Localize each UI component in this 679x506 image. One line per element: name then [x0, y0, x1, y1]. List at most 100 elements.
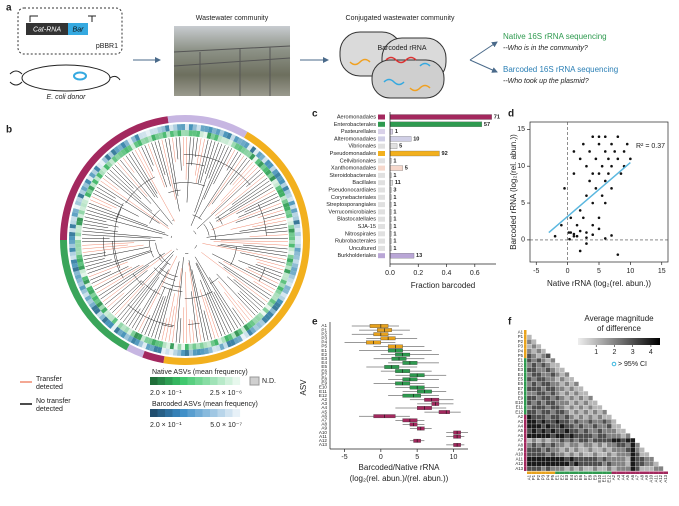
cell	[555, 452, 560, 457]
branch	[246, 172, 262, 186]
x-tick-label: 0	[379, 454, 383, 461]
cell	[560, 372, 565, 377]
bar	[390, 136, 411, 141]
bar	[390, 122, 482, 127]
cell	[602, 466, 607, 471]
group-strip	[555, 472, 560, 475]
cell	[593, 438, 598, 443]
cell	[527, 419, 532, 424]
swatch	[378, 144, 385, 149]
branch	[180, 318, 181, 343]
count-label: 57	[484, 122, 490, 128]
point	[573, 233, 576, 236]
rrna-label: Barcoded rRNA	[377, 45, 426, 52]
ring-segment	[289, 244, 295, 248]
branch	[180, 137, 182, 170]
cell	[546, 443, 551, 448]
cell	[602, 410, 607, 415]
count-label: 1	[393, 202, 396, 208]
cell	[541, 386, 546, 391]
x-tick-label: 0.4	[442, 270, 452, 277]
swatch	[378, 180, 385, 185]
cell	[555, 438, 560, 443]
cell	[536, 396, 541, 401]
point	[607, 158, 610, 161]
cell	[560, 438, 565, 443]
cell	[598, 443, 603, 448]
ring-segment	[288, 229, 294, 233]
group-strip	[527, 472, 532, 475]
cell	[588, 424, 593, 429]
point	[595, 187, 598, 190]
ring-segment	[193, 124, 197, 130]
point	[554, 235, 557, 238]
cell	[593, 452, 598, 457]
group-strip	[532, 472, 537, 475]
gradient-step	[150, 409, 158, 417]
branch	[192, 320, 194, 343]
cell	[541, 457, 546, 462]
cell	[532, 419, 537, 424]
cell	[532, 424, 537, 429]
cell	[541, 372, 546, 377]
cell	[541, 462, 546, 467]
plasmid-name: pBBR1	[96, 43, 118, 50]
cell	[532, 410, 537, 415]
group-strip	[524, 466, 527, 471]
cell	[555, 429, 560, 434]
branch	[195, 257, 238, 328]
cell	[569, 377, 574, 382]
cell	[551, 396, 556, 401]
group-strip	[621, 472, 626, 475]
cell	[560, 377, 565, 382]
cell	[574, 466, 579, 471]
cell	[635, 457, 640, 462]
cell	[607, 443, 612, 448]
category-label: Aeromonadales	[337, 114, 376, 120]
ring-segment	[69, 232, 75, 236]
point	[588, 150, 591, 153]
cell	[527, 349, 532, 354]
ring-segment	[177, 130, 181, 136]
point	[579, 250, 582, 253]
cell	[616, 438, 621, 443]
branch	[186, 137, 187, 180]
branch	[200, 289, 215, 338]
cell	[569, 382, 574, 387]
y-axis-label: ASV	[299, 379, 308, 396]
cell	[546, 429, 551, 434]
cell	[598, 415, 603, 420]
branch	[141, 315, 149, 333]
cell	[598, 424, 603, 429]
group-strip	[524, 405, 527, 410]
branch	[114, 227, 120, 268]
count-label: 1	[393, 217, 396, 223]
cell	[565, 429, 570, 434]
cell	[551, 368, 556, 373]
gradient-label: 5.0 × 10⁻⁷	[210, 422, 242, 429]
cell	[536, 462, 541, 467]
cell	[645, 452, 650, 457]
cell	[579, 396, 584, 401]
cell	[546, 358, 551, 363]
cell	[536, 372, 541, 377]
box	[439, 410, 450, 413]
y-tick-label: 5	[521, 200, 525, 207]
point	[629, 158, 632, 161]
cell	[555, 363, 560, 368]
swatch	[378, 129, 385, 134]
cell	[630, 452, 635, 457]
swatch	[378, 217, 385, 222]
swatch	[378, 158, 385, 163]
branch	[202, 243, 286, 259]
cell	[551, 419, 556, 424]
cell	[654, 466, 659, 471]
colorbar-tick-label: 4	[649, 349, 653, 356]
cell	[546, 462, 551, 467]
point	[591, 233, 594, 236]
cell	[574, 443, 579, 448]
count-label: 3	[393, 187, 396, 193]
cell	[579, 448, 584, 453]
donor-cell	[22, 65, 110, 91]
